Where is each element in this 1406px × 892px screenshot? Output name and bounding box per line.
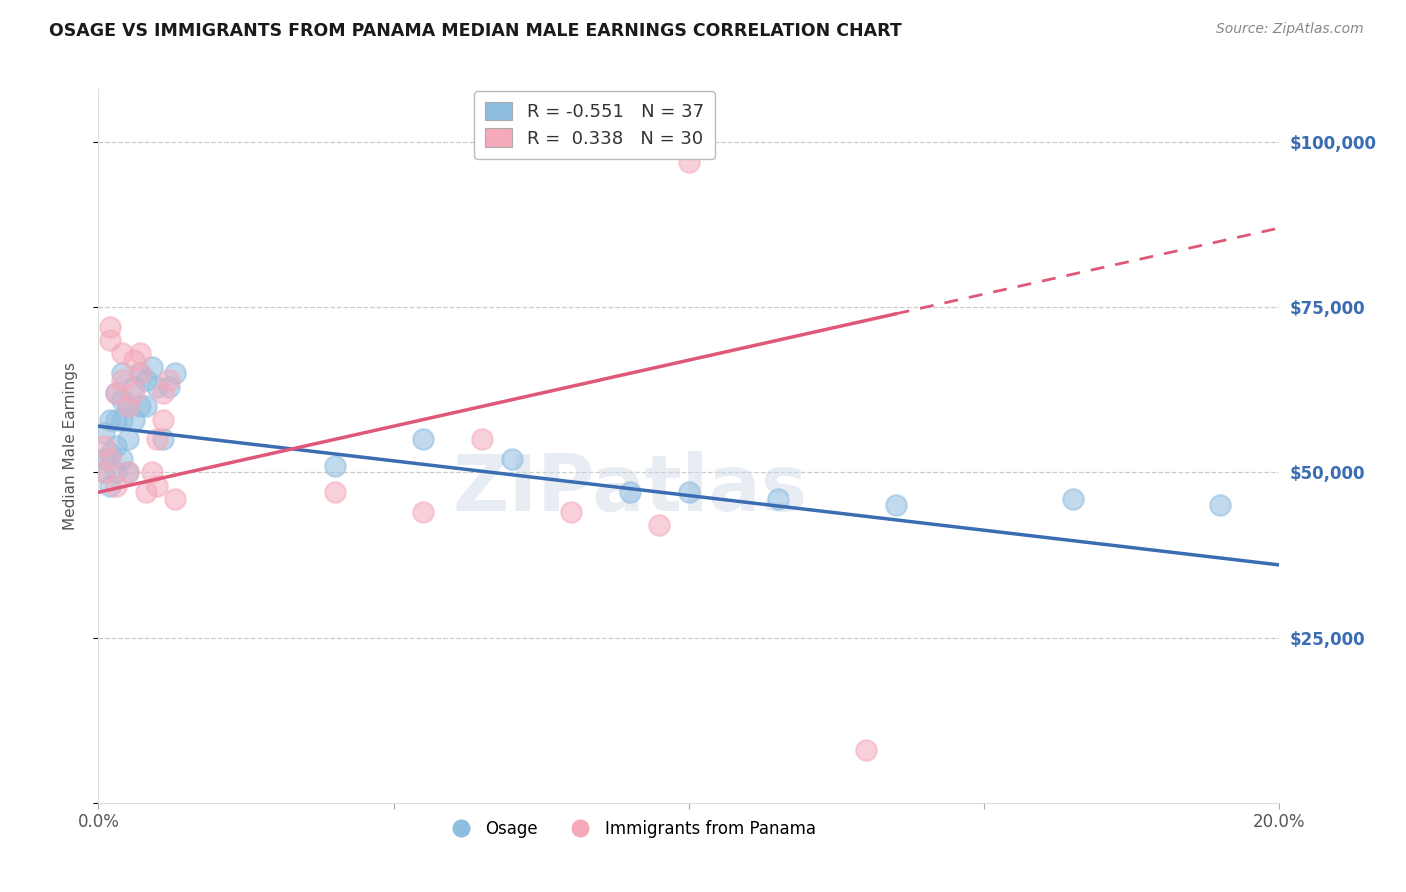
Point	[105, 478, 128, 492]
Point	[93, 466, 115, 480]
Point	[111, 392, 134, 407]
Point	[93, 466, 115, 480]
Point	[678, 485, 700, 500]
Point	[128, 367, 150, 381]
Point	[678, 154, 700, 169]
Point	[135, 400, 157, 414]
Point	[98, 333, 121, 347]
Point	[122, 412, 145, 426]
Point	[146, 433, 169, 447]
Point	[884, 499, 907, 513]
Legend: Osage, Immigrants from Panama: Osage, Immigrants from Panama	[437, 814, 823, 845]
Point	[128, 346, 150, 360]
Point	[412, 505, 434, 519]
Point	[105, 412, 128, 426]
Point	[135, 373, 157, 387]
Point	[412, 433, 434, 447]
Point	[93, 425, 115, 440]
Point	[128, 400, 150, 414]
Text: ZIPatlas: ZIPatlas	[453, 450, 807, 527]
Point	[157, 379, 180, 393]
Point	[128, 367, 150, 381]
Point	[141, 359, 163, 374]
Point	[501, 452, 523, 467]
Point	[111, 452, 134, 467]
Point	[619, 485, 641, 500]
Point	[105, 386, 128, 401]
Point	[152, 412, 174, 426]
Point	[117, 400, 139, 414]
Point	[560, 505, 582, 519]
Point	[323, 458, 346, 473]
Point	[117, 466, 139, 480]
Point	[135, 485, 157, 500]
Point	[122, 353, 145, 368]
Text: Source: ZipAtlas.com: Source: ZipAtlas.com	[1216, 22, 1364, 37]
Point	[152, 433, 174, 447]
Point	[98, 478, 121, 492]
Point	[766, 491, 789, 506]
Text: OSAGE VS IMMIGRANTS FROM PANAMA MEDIAN MALE EARNINGS CORRELATION CHART: OSAGE VS IMMIGRANTS FROM PANAMA MEDIAN M…	[49, 22, 903, 40]
Point	[152, 386, 174, 401]
Point	[1062, 491, 1084, 506]
Point	[111, 412, 134, 426]
Point	[146, 478, 169, 492]
Point	[98, 412, 121, 426]
Point	[117, 400, 139, 414]
Point	[111, 373, 134, 387]
Point	[323, 485, 346, 500]
Point	[105, 466, 128, 480]
Point	[117, 433, 139, 447]
Point	[93, 439, 115, 453]
Point	[471, 433, 494, 447]
Point	[98, 320, 121, 334]
Point	[105, 439, 128, 453]
Point	[146, 379, 169, 393]
Point	[648, 518, 671, 533]
Point	[157, 373, 180, 387]
Point	[855, 743, 877, 757]
Point	[98, 445, 121, 459]
Point	[111, 367, 134, 381]
Point	[105, 386, 128, 401]
Point	[165, 367, 187, 381]
Point	[165, 491, 187, 506]
Point	[122, 386, 145, 401]
Point	[1209, 499, 1232, 513]
Point	[117, 466, 139, 480]
Point	[141, 466, 163, 480]
Y-axis label: Median Male Earnings: Median Male Earnings	[63, 362, 77, 530]
Point	[111, 346, 134, 360]
Point	[93, 452, 115, 467]
Point	[98, 452, 121, 467]
Point	[122, 379, 145, 393]
